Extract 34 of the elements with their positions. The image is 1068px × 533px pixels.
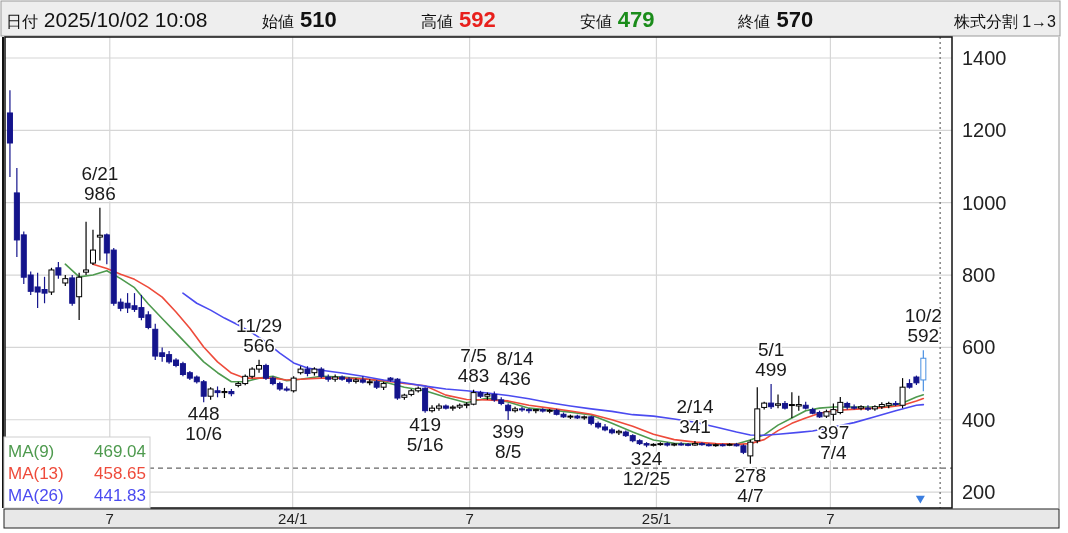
annotation: 399 8/5: [492, 421, 524, 463]
annotation: 5/1 499: [755, 338, 787, 380]
annotation: 278 4/7: [734, 464, 767, 506]
title: 日付 2025/10/02 10:08: [6, 8, 208, 31]
y-tick-label: 1400: [962, 47, 1007, 69]
y-tick-label: 1200: [962, 119, 1007, 142]
y-tick-label: 200: [962, 481, 996, 504]
header-note: 高値 592: [420, 7, 496, 32]
annotation: 10/2 592: [904, 305, 942, 347]
annotation: 419 5/16: [406, 413, 444, 455]
header-note: 安値 479: [579, 7, 655, 32]
x-tick-label: 25/1: [641, 510, 672, 527]
annotation: 397 7/4: [817, 421, 850, 463]
x-tick-label: 7: [465, 510, 474, 527]
x-tick-label: 7: [105, 510, 114, 527]
annotation: 6/21 986: [81, 162, 119, 204]
y-tick-label: 800: [962, 264, 996, 287]
x-tick-label: 7: [826, 510, 835, 527]
header-note: 終値 570: [738, 7, 814, 32]
series-name: MA(26) 441.83: [8, 486, 146, 505]
annotation: 7/5 483: [457, 344, 490, 386]
annotation: 448 10/6: [185, 403, 223, 445]
series-name: MA(13) 458.65: [8, 464, 146, 483]
y-tick-label: 400: [962, 408, 996, 431]
annotation: 324 12/25: [622, 448, 671, 490]
header-note: 始値 510: [262, 7, 337, 32]
annotation: 8/14 436: [496, 347, 534, 389]
y-tick-label: 1000: [962, 191, 1007, 214]
x-tick-label: 24/1: [278, 510, 308, 527]
series-name: MA(9) 469.04: [8, 442, 146, 461]
annotation: 2/14 341: [676, 396, 714, 438]
annotation: 11/29 566: [236, 314, 283, 356]
y-tick-label: 600: [962, 336, 996, 359]
header-note: 株式分割 1→3: [953, 13, 1056, 30]
